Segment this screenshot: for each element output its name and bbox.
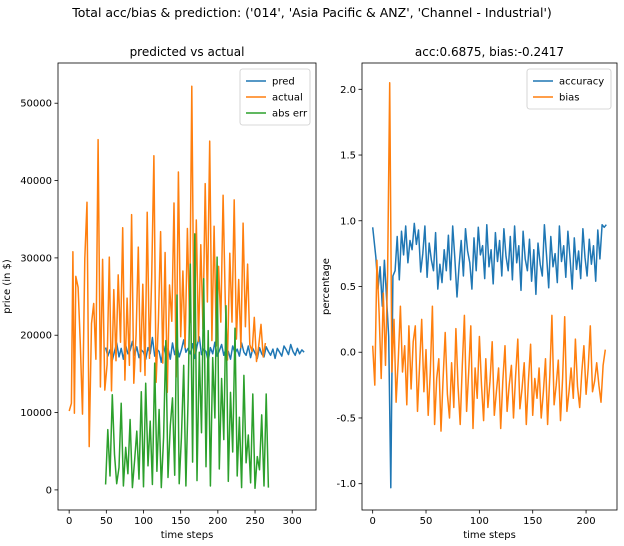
x-tick-label: 50 [100, 516, 113, 527]
y-axis-label: percentage [321, 258, 332, 315]
legend-label: pred [272, 77, 295, 88]
x-tick-label: 200 [577, 516, 596, 527]
x-axis-label: time steps [463, 530, 516, 541]
x-tick-label: 100 [470, 516, 489, 527]
x-tick-label: 0 [369, 516, 375, 527]
x-axis-label: time steps [161, 530, 214, 541]
series-line-abs-err [104, 233, 270, 490]
y-tick-label: 40000 [20, 176, 52, 187]
chart-title: acc:0.6875, bias:-0.2417 [415, 45, 564, 59]
legend-label: accuracy [559, 77, 604, 88]
y-tick-label: 1.0 [340, 216, 356, 227]
x-tick-label: 250 [245, 516, 264, 527]
legend-label: bias [559, 93, 579, 104]
y-axis-label: price (in $) [2, 259, 13, 314]
legend: pred actual abs err [239, 68, 311, 126]
legend-box [526, 68, 612, 110]
x-tick-label: 300 [283, 516, 302, 527]
series-line-bias [371, 81, 607, 432]
legend: accuracy bias [526, 68, 612, 110]
y-tick-label: 0.5 [340, 282, 356, 293]
x-tick-label: 150 [523, 516, 542, 527]
y-tick-label: 1.5 [340, 151, 356, 162]
legend-label: abs err [272, 109, 308, 120]
chart-title: predicted vs actual [130, 45, 245, 59]
x-tick-label: 200 [208, 516, 227, 527]
y-tick-label: 2.0 [340, 85, 356, 96]
y-tick-label: -0.5 [336, 413, 356, 424]
y-tick-label: 10000 [20, 408, 52, 419]
axes-frame [57, 62, 317, 511]
series-line-actual [68, 85, 267, 448]
right-chart-panel: 0 50 100 150 200 -1.0 -0.5 0.0 0.5 1.0 1.5 2.0 acc:0… [321, 45, 618, 541]
x-tick-label: 100 [134, 516, 153, 527]
x-tick-label: 0 [66, 516, 72, 527]
y-tick-label: 20000 [20, 331, 52, 342]
x-tick-label: 150 [171, 516, 190, 527]
left-chart-panel: 0 50 100 150 200 250 300 0 10000 20000 30000 40000 5… [2, 45, 317, 541]
figure-suptitle: Total acc/bias & prediction: ('014', 'As… [71, 5, 552, 20]
series-lines [68, 85, 305, 490]
legend-label: actual [272, 93, 303, 104]
y-tick-label: 0 [46, 485, 52, 496]
y-tick-label: 50000 [20, 99, 52, 110]
y-tick-label: 0.0 [340, 348, 356, 359]
series-line-accuracy [371, 222, 607, 489]
y-tick-label: 30000 [20, 253, 52, 264]
legend-box [239, 68, 311, 126]
y-tick-label: -1.0 [336, 479, 356, 490]
series-lines [371, 81, 607, 489]
x-tick-label: 50 [420, 516, 433, 527]
